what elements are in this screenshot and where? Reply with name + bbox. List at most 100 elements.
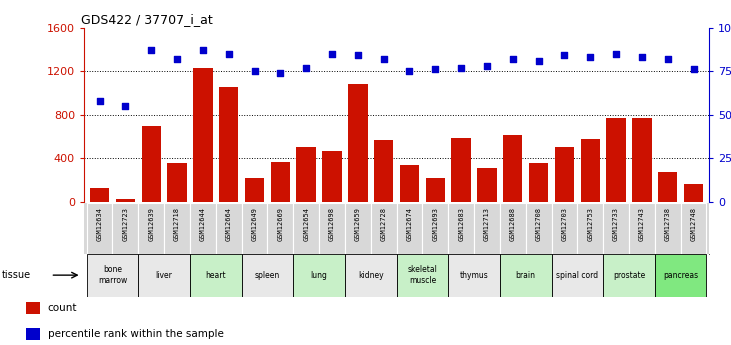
Bar [503,135,523,202]
Bar [681,203,706,254]
Point [352,53,364,58]
Text: GSM12693: GSM12693 [432,207,439,240]
Bar [216,203,242,254]
Bar [87,203,113,254]
Bar [396,203,423,254]
Text: GSM12698: GSM12698 [329,207,335,240]
Text: GSM12723: GSM12723 [122,207,129,240]
Text: GSM12708: GSM12708 [536,207,542,240]
Bar [655,203,681,254]
Text: bone
marrow: bone marrow [98,265,127,285]
Bar [345,254,396,297]
Text: GSM12644: GSM12644 [200,207,206,240]
Text: GSM12748: GSM12748 [691,207,697,240]
Bar [113,203,138,254]
Bar [500,254,551,297]
Bar [293,254,345,297]
Text: GSM12713: GSM12713 [484,207,490,240]
Bar [190,254,242,297]
Text: GSM12753: GSM12753 [587,207,594,240]
Bar [219,88,238,202]
Bar [374,140,393,202]
Point [326,51,338,57]
Bar [551,203,577,254]
Text: GSM12654: GSM12654 [303,207,309,240]
Bar [448,254,500,297]
Point [197,48,209,53]
Point [120,103,132,109]
Point [404,68,415,74]
Text: GSM12674: GSM12674 [406,207,412,240]
Bar [658,172,678,202]
Bar [477,168,496,202]
Text: GSM12718: GSM12718 [174,207,180,240]
Bar [603,254,655,297]
Text: GDS422 / 37707_i_at: GDS422 / 37707_i_at [81,13,213,27]
Text: kidney: kidney [358,270,384,280]
Bar [190,203,216,254]
Bar [577,203,603,254]
Text: count: count [48,303,77,313]
Bar [270,161,290,202]
Point [145,48,157,53]
Bar [684,185,703,202]
Point [584,55,596,60]
Text: brain: brain [515,270,536,280]
Bar [193,68,213,202]
Point [507,56,518,62]
Text: lung: lung [311,270,327,280]
Point [636,55,648,60]
Bar [629,203,655,254]
Bar [500,203,526,254]
Text: GSM12634: GSM12634 [96,207,102,240]
Text: tissue: tissue [1,270,31,280]
Bar [526,203,551,254]
Point [429,67,441,72]
Text: GSM12738: GSM12738 [664,207,671,240]
Point [300,65,312,70]
Bar [245,178,264,202]
Text: GSM12688: GSM12688 [510,207,516,240]
Text: pancreas: pancreas [663,270,698,280]
Point [455,65,467,70]
Text: thymus: thymus [460,270,488,280]
Bar [655,254,706,297]
Bar [322,151,341,202]
Point [275,70,287,76]
Text: skeletal
muscle: skeletal muscle [407,265,437,285]
Bar [632,118,651,202]
Bar [607,118,626,202]
Bar [580,139,600,202]
Bar [348,84,368,202]
Text: GSM12649: GSM12649 [251,207,257,240]
Point [610,51,622,57]
Point [558,53,570,58]
Bar [396,254,448,297]
Text: heart: heart [205,270,226,280]
Bar [425,178,445,202]
Text: GSM12664: GSM12664 [226,207,232,240]
Text: GSM12669: GSM12669 [277,207,284,240]
Text: spleen: spleen [255,270,280,280]
Text: GSM12733: GSM12733 [613,207,619,240]
Bar [138,254,190,297]
Bar [551,254,603,297]
Point [688,67,700,72]
Bar [319,203,345,254]
Bar [297,147,316,202]
Text: prostate: prostate [613,270,645,280]
Bar [26,328,40,340]
Bar [87,254,138,297]
Point [662,56,673,62]
Bar [115,199,135,202]
Text: GSM12683: GSM12683 [458,207,464,240]
Text: liver: liver [156,270,173,280]
Point [94,98,105,104]
Bar [400,165,419,202]
Bar [448,203,474,254]
Point [223,51,235,57]
Bar [371,203,396,254]
Bar [242,203,268,254]
Bar [293,203,319,254]
Text: GSM12639: GSM12639 [148,207,154,240]
